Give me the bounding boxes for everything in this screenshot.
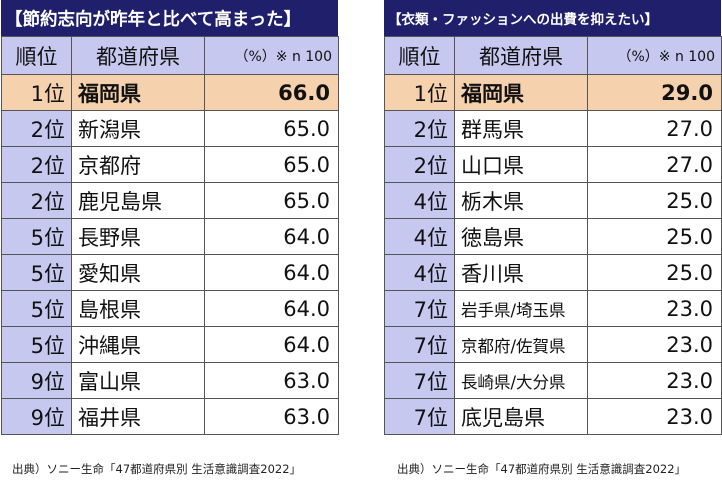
prefecture-cell: 香川県 — [454, 254, 588, 291]
value-cell: 29.0 — [587, 74, 722, 111]
table-row: 7位 底児島県 23.0 — [384, 398, 722, 435]
table-row: 5位 長野県 64.0 — [1, 218, 339, 255]
prefecture-header: 都道府県 — [71, 36, 205, 75]
value-cell: 64.0 — [204, 326, 339, 363]
rank-cell: 5位 — [1, 218, 72, 255]
value-cell: 65.0 — [204, 182, 339, 219]
table-row: 2位 鹿児島県 65.0 — [1, 182, 339, 219]
value-cell: 23.0 — [587, 326, 722, 363]
prefecture-cell: 栃木県 — [454, 182, 588, 219]
table-row: 4位 徳島県 25.0 — [384, 218, 722, 255]
prefecture-cell: 山口県 — [454, 146, 588, 183]
rank-header: 順位 — [384, 36, 455, 75]
rank-cell: 7位 — [384, 290, 455, 327]
value-header: （%）※ n 100 — [204, 36, 339, 75]
rank-cell: 2位 — [1, 146, 72, 183]
ranking-panel-saving-intention: 【節約志向が昨年と比べて高まった】 順位 都道府県 （%）※ n 100 1位 福岡県 6… — [1, 0, 339, 435]
table-header-row: 順位 都道府県 （%）※ n 100 — [1, 36, 339, 75]
rank-cell: 9位 — [1, 398, 72, 435]
prefecture-cell: 京都府/佐賀県 — [454, 326, 588, 363]
value-cell: 63.0 — [204, 362, 339, 399]
table-row: 9位 福井県 63.0 — [1, 398, 339, 435]
rank-cell: 5位 — [1, 326, 72, 363]
prefecture-header: 都道府県 — [454, 36, 588, 75]
table-row: 5位 沖縄県 64.0 — [1, 326, 339, 363]
prefecture-cell: 福岡県 — [71, 74, 205, 111]
table-header-row: 順位 都道府県 （%）※ n 100 — [384, 36, 722, 75]
value-cell: 66.0 — [204, 74, 339, 111]
value-cell: 64.0 — [204, 218, 339, 255]
rank-cell: 9位 — [1, 362, 72, 399]
source-note: 出典）ソニー生命「47都道府県別 生活意識調査2022」 — [397, 462, 687, 476]
table-row: 2位 群馬県 27.0 — [384, 110, 722, 147]
value-cell: 64.0 — [204, 254, 339, 291]
rank-cell: 7位 — [384, 326, 455, 363]
prefecture-cell: 底児島県 — [454, 398, 588, 435]
prefecture-cell: 長野県 — [71, 218, 205, 255]
rank-cell: 5位 — [1, 290, 72, 327]
value-cell: 23.0 — [587, 362, 722, 399]
rank-cell: 2位 — [384, 146, 455, 183]
table-row: 4位 栃木県 25.0 — [384, 182, 722, 219]
rank-cell: 4位 — [384, 182, 455, 219]
value-cell: 23.0 — [587, 290, 722, 327]
prefecture-cell: 福岡県 — [454, 74, 588, 111]
rank-cell: 4位 — [384, 254, 455, 291]
source-note: 出典）ソニー生命「47都道府県別 生活意識調査2022」 — [12, 462, 302, 476]
table-row: 1位 福岡県 66.0 — [1, 74, 339, 111]
table-row: 7位 長崎県/大分県 23.0 — [384, 362, 722, 399]
table-row: 9位 富山県 63.0 — [1, 362, 339, 399]
rank-cell: 4位 — [384, 218, 455, 255]
rank-cell: 7位 — [384, 398, 455, 435]
value-cell: 25.0 — [587, 182, 722, 219]
prefecture-cell: 新潟県 — [71, 110, 205, 147]
prefecture-cell: 富山県 — [71, 362, 205, 399]
value-cell: 65.0 — [204, 146, 339, 183]
value-header: （%）※ n 100 — [587, 36, 722, 75]
ranking-table: 順位 都道府県 （%）※ n 100 1位 福岡県 29.0 2位 群馬県 27.0 2位 山口県 2… — [384, 36, 722, 435]
table-row: 7位 岩手県/埼玉県 23.0 — [384, 290, 722, 327]
prefecture-cell: 島根県 — [71, 290, 205, 327]
rank-cell: 5位 — [1, 254, 72, 291]
rank-cell: 1位 — [384, 74, 455, 111]
panel-title: 【衣類・ファッションへの出費を抑えたい】 — [384, 0, 721, 36]
value-cell: 65.0 — [204, 110, 339, 147]
rank-header: 順位 — [1, 36, 72, 75]
prefecture-cell: 長崎県/大分県 — [454, 362, 588, 399]
rank-cell: 2位 — [1, 182, 72, 219]
panel-title: 【節約志向が昨年と比べて高まった】 — [1, 0, 338, 36]
table-row: 2位 新潟県 65.0 — [1, 110, 339, 147]
prefecture-cell: 群馬県 — [454, 110, 588, 147]
rank-cell: 2位 — [1, 110, 72, 147]
ranking-table: 順位 都道府県 （%）※ n 100 1位 福岡県 66.0 2位 新潟県 65.0 2位 京都府 6… — [1, 36, 339, 435]
prefecture-cell: 福井県 — [71, 398, 205, 435]
rank-cell: 2位 — [384, 110, 455, 147]
prefecture-cell: 沖縄県 — [71, 326, 205, 363]
value-cell: 23.0 — [587, 398, 722, 435]
value-cell: 64.0 — [204, 290, 339, 327]
value-cell: 63.0 — [204, 398, 339, 435]
table-row: 7位 京都府/佐賀県 23.0 — [384, 326, 722, 363]
table-row: 2位 山口県 27.0 — [384, 146, 722, 183]
table-row: 2位 京都府 65.0 — [1, 146, 339, 183]
rank-cell: 7位 — [384, 362, 455, 399]
table-row: 5位 島根県 64.0 — [1, 290, 339, 327]
ranking-panel-fashion-spending: 【衣類・ファッションへの出費を抑えたい】 順位 都道府県 （%）※ n 100 1位福… — [384, 0, 722, 435]
table-row: 5位 愛知県 64.0 — [1, 254, 339, 291]
prefecture-cell: 鹿児島県 — [71, 182, 205, 219]
table-row: 4位 香川県 25.0 — [384, 254, 722, 291]
value-cell: 25.0 — [587, 254, 722, 291]
prefecture-cell: 京都府 — [71, 146, 205, 183]
table-row: 1位 福岡県 29.0 — [384, 74, 722, 111]
prefecture-cell: 徳島県 — [454, 218, 588, 255]
prefecture-cell: 愛知県 — [71, 254, 205, 291]
value-cell: 25.0 — [587, 218, 722, 255]
prefecture-cell: 岩手県/埼玉県 — [454, 290, 588, 327]
value-cell: 27.0 — [587, 146, 722, 183]
rank-cell: 1位 — [1, 74, 72, 111]
value-cell: 27.0 — [587, 110, 722, 147]
